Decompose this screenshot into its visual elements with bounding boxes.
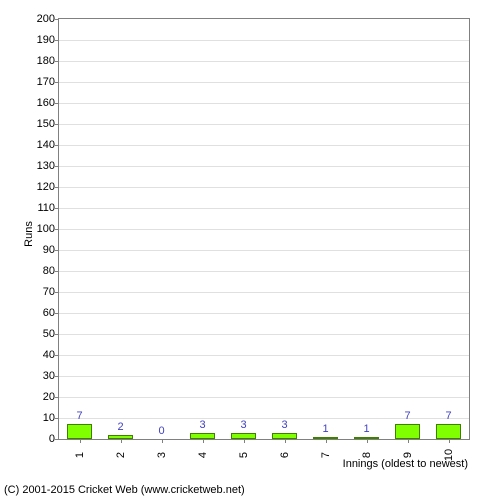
y-tick-label: 80 [43, 265, 55, 277]
y-tick-mark [55, 61, 59, 62]
y-tick-label: 60 [43, 307, 55, 319]
grid-line [59, 166, 469, 167]
y-tick-mark [55, 397, 59, 398]
y-tick-label: 120 [37, 181, 55, 193]
y-tick-mark [55, 313, 59, 314]
x-tick-label: 2 [115, 452, 127, 458]
y-tick-label: 10 [43, 412, 55, 424]
y-tick-mark [55, 103, 59, 104]
grid-line [59, 208, 469, 209]
x-tick-label: 7 [320, 452, 332, 458]
grid-line [59, 271, 469, 272]
x-tick-mark [203, 439, 204, 443]
y-tick-label: 190 [37, 34, 55, 46]
y-tick-label: 150 [37, 118, 55, 130]
grid-line [59, 250, 469, 251]
y-tick-mark [55, 439, 59, 440]
x-tick-label: 4 [197, 452, 209, 458]
y-tick-mark [55, 166, 59, 167]
x-tick-mark [408, 439, 409, 443]
x-tick-label: 1 [74, 452, 86, 458]
copyright-text: (C) 2001-2015 Cricket Web (www.cricketwe… [4, 484, 245, 496]
x-tick-mark [449, 439, 450, 443]
chart-container: 0102030405060708090100110120130140150160… [0, 0, 500, 500]
y-tick-label: 110 [37, 202, 55, 214]
bar-value-label: 1 [322, 423, 328, 435]
y-tick-label: 40 [43, 349, 55, 361]
x-tick-label: 3 [156, 452, 168, 458]
bar-value-label: 1 [363, 423, 369, 435]
bar [436, 424, 461, 439]
y-tick-label: 200 [37, 13, 55, 25]
bar-value-label: 7 [404, 410, 410, 422]
grid-line [59, 40, 469, 41]
y-tick-mark [55, 145, 59, 146]
grid-line [59, 124, 469, 125]
y-tick-label: 100 [37, 223, 55, 235]
y-tick-label: 160 [37, 97, 55, 109]
bar-value-label: 7 [445, 410, 451, 422]
grid-line [59, 187, 469, 188]
bar-value-label: 3 [199, 419, 205, 431]
y-tick-mark [55, 124, 59, 125]
y-tick-mark [55, 418, 59, 419]
bar-value-label: 3 [240, 419, 246, 431]
grid-line [59, 313, 469, 314]
grid-line [59, 292, 469, 293]
x-tick-mark [244, 439, 245, 443]
y-tick-mark [55, 19, 59, 20]
grid-line [59, 82, 469, 83]
y-tick-label: 130 [37, 160, 55, 172]
y-tick-label: 170 [37, 76, 55, 88]
bar-value-label: 7 [76, 410, 82, 422]
plot-area: 0102030405060708090100110120130140150160… [58, 18, 470, 440]
y-tick-label: 70 [43, 286, 55, 298]
grid-line [59, 229, 469, 230]
y-tick-mark [55, 271, 59, 272]
y-tick-mark [55, 187, 59, 188]
y-tick-label: 0 [49, 433, 55, 445]
grid-line [59, 61, 469, 62]
y-tick-label: 30 [43, 370, 55, 382]
bar-value-label: 2 [117, 421, 123, 433]
y-axis-title: Runs [23, 221, 35, 247]
grid-line [59, 103, 469, 104]
y-tick-mark [55, 292, 59, 293]
y-tick-mark [55, 229, 59, 230]
y-tick-mark [55, 355, 59, 356]
x-tick-mark [367, 439, 368, 443]
y-tick-mark [55, 82, 59, 83]
grid-line [59, 376, 469, 377]
x-tick-label: 6 [279, 452, 291, 458]
x-tick-mark [121, 439, 122, 443]
y-tick-label: 20 [43, 391, 55, 403]
x-tick-mark [80, 439, 81, 443]
bar [67, 424, 92, 439]
y-tick-mark [55, 376, 59, 377]
y-tick-label: 50 [43, 328, 55, 340]
bar [395, 424, 420, 439]
grid-line [59, 355, 469, 356]
y-tick-label: 140 [37, 139, 55, 151]
y-tick-mark [55, 250, 59, 251]
x-tick-mark [326, 439, 327, 443]
grid-line [59, 334, 469, 335]
x-tick-label: 5 [238, 452, 250, 458]
grid-line [59, 397, 469, 398]
x-axis-title: Innings (oldest to newest) [343, 458, 468, 470]
grid-line [59, 145, 469, 146]
y-tick-mark [55, 40, 59, 41]
bar-value-label: 0 [158, 425, 164, 437]
x-tick-mark [162, 439, 163, 443]
y-tick-mark [55, 208, 59, 209]
x-tick-mark [285, 439, 286, 443]
y-tick-mark [55, 334, 59, 335]
bar-value-label: 3 [281, 419, 287, 431]
y-tick-label: 90 [43, 244, 55, 256]
y-tick-label: 180 [37, 55, 55, 67]
